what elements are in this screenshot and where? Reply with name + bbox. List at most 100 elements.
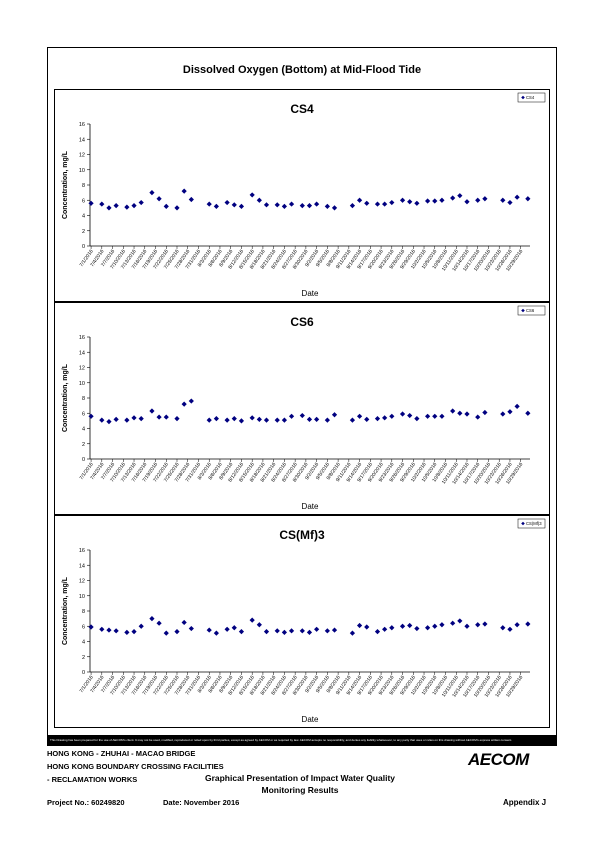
legend-label: CS(Mf)3 [526,521,542,526]
data-point [500,197,506,203]
y-tick-label: 8 [82,396,85,402]
data-point [88,413,94,419]
x-axis-title: Date [302,715,319,724]
data-point [88,200,94,206]
data-point [331,627,338,633]
data-point [482,196,488,202]
data-point [525,196,531,202]
y-tick-label: 4 [82,427,85,433]
footer-line-2: HONG KONG BOUNDARY CROSSING FACILITIES [47,762,224,771]
data-point [149,616,155,622]
y-tick-label: 16 [79,122,85,128]
data-point [425,198,431,204]
chart-title: CS6 [290,315,314,329]
chart-title: CS(Mf)3 [279,528,325,542]
data-point [263,417,270,423]
data-point [138,623,144,629]
data-point [299,202,305,209]
data-point [99,201,105,207]
data-point [432,413,438,419]
data-point [231,202,237,208]
data-point [399,411,406,417]
data-point [349,630,356,636]
data-point [163,630,169,636]
y-tick-label: 4 [82,640,85,646]
y-tick-label: 8 [82,609,85,615]
data-point [432,198,438,204]
data-point [163,203,169,209]
data-point [181,619,187,626]
data-point [425,413,431,419]
y-tick-label: 8 [82,183,85,189]
data-point [238,203,245,209]
data-point [113,202,119,209]
x-axis-title: Date [302,289,319,298]
y-tick-label: 10 [79,381,85,387]
data-point [514,194,520,200]
data-point [382,201,388,207]
y-tick-label: 12 [79,153,85,159]
data-point [331,205,338,211]
chart-border [54,515,550,728]
y-axis-title: Concentration, mg/L [62,150,69,219]
legend-box [517,305,546,316]
y-tick-label: 16 [79,548,85,554]
footer-center-2: Monitoring Results [261,785,339,795]
x-axis-title: Date [302,502,319,511]
legend-box [517,92,546,103]
legend-label: CS6 [526,308,535,313]
chart-border [54,89,550,302]
data-point [149,190,155,196]
y-tick-label: 0 [82,457,85,463]
data-point [224,199,230,206]
y-tick-label: 0 [82,670,85,676]
y-tick-label: 12 [79,366,85,372]
data-point [156,414,162,420]
data-point [263,202,270,208]
footer-center-1: Graphical Presentation of Impact Water Q… [204,773,396,783]
data-point [156,196,162,202]
data-point [263,628,270,635]
data-point [407,199,413,205]
data-point [181,188,187,194]
data-point [439,197,445,203]
y-tick-label: 12 [79,579,85,585]
data-point [124,204,130,210]
data-point [364,200,370,206]
data-point [314,201,320,207]
data-point [475,197,481,203]
data-point [464,623,470,629]
data-point [324,203,330,209]
data-point [206,201,212,207]
data-point [349,417,356,423]
data-point [238,418,245,424]
y-tick-label: 16 [79,335,85,341]
data-point [249,192,255,198]
y-tick-label: 10 [79,168,85,174]
data-point [106,627,112,633]
data-point [514,403,520,409]
data-point [213,630,219,636]
y-tick-label: 0 [82,244,85,250]
disclaimer-bar: This Drawing has been prepared for the u… [47,735,557,746]
data-point [324,417,330,423]
data-point [206,627,212,633]
y-tick-label: 10 [79,594,85,600]
report-date: Date: November 2016 [163,798,240,807]
y-tick-label: 2 [82,442,85,448]
data-point [349,202,356,209]
data-point [432,623,438,629]
data-point [525,621,531,627]
footer-line-3: - RECLAMATION WORKS [47,775,138,784]
appendix-label: Appendix J [503,798,547,807]
data-point [163,414,169,420]
y-tick-label: 6 [82,624,85,630]
data-point [213,203,219,209]
chart-title: CS4 [290,102,314,116]
y-tick-label: 2 [82,229,85,235]
project-number: Project No.: 60249820 [47,798,125,807]
data-point [138,199,144,206]
data-point [356,413,363,419]
